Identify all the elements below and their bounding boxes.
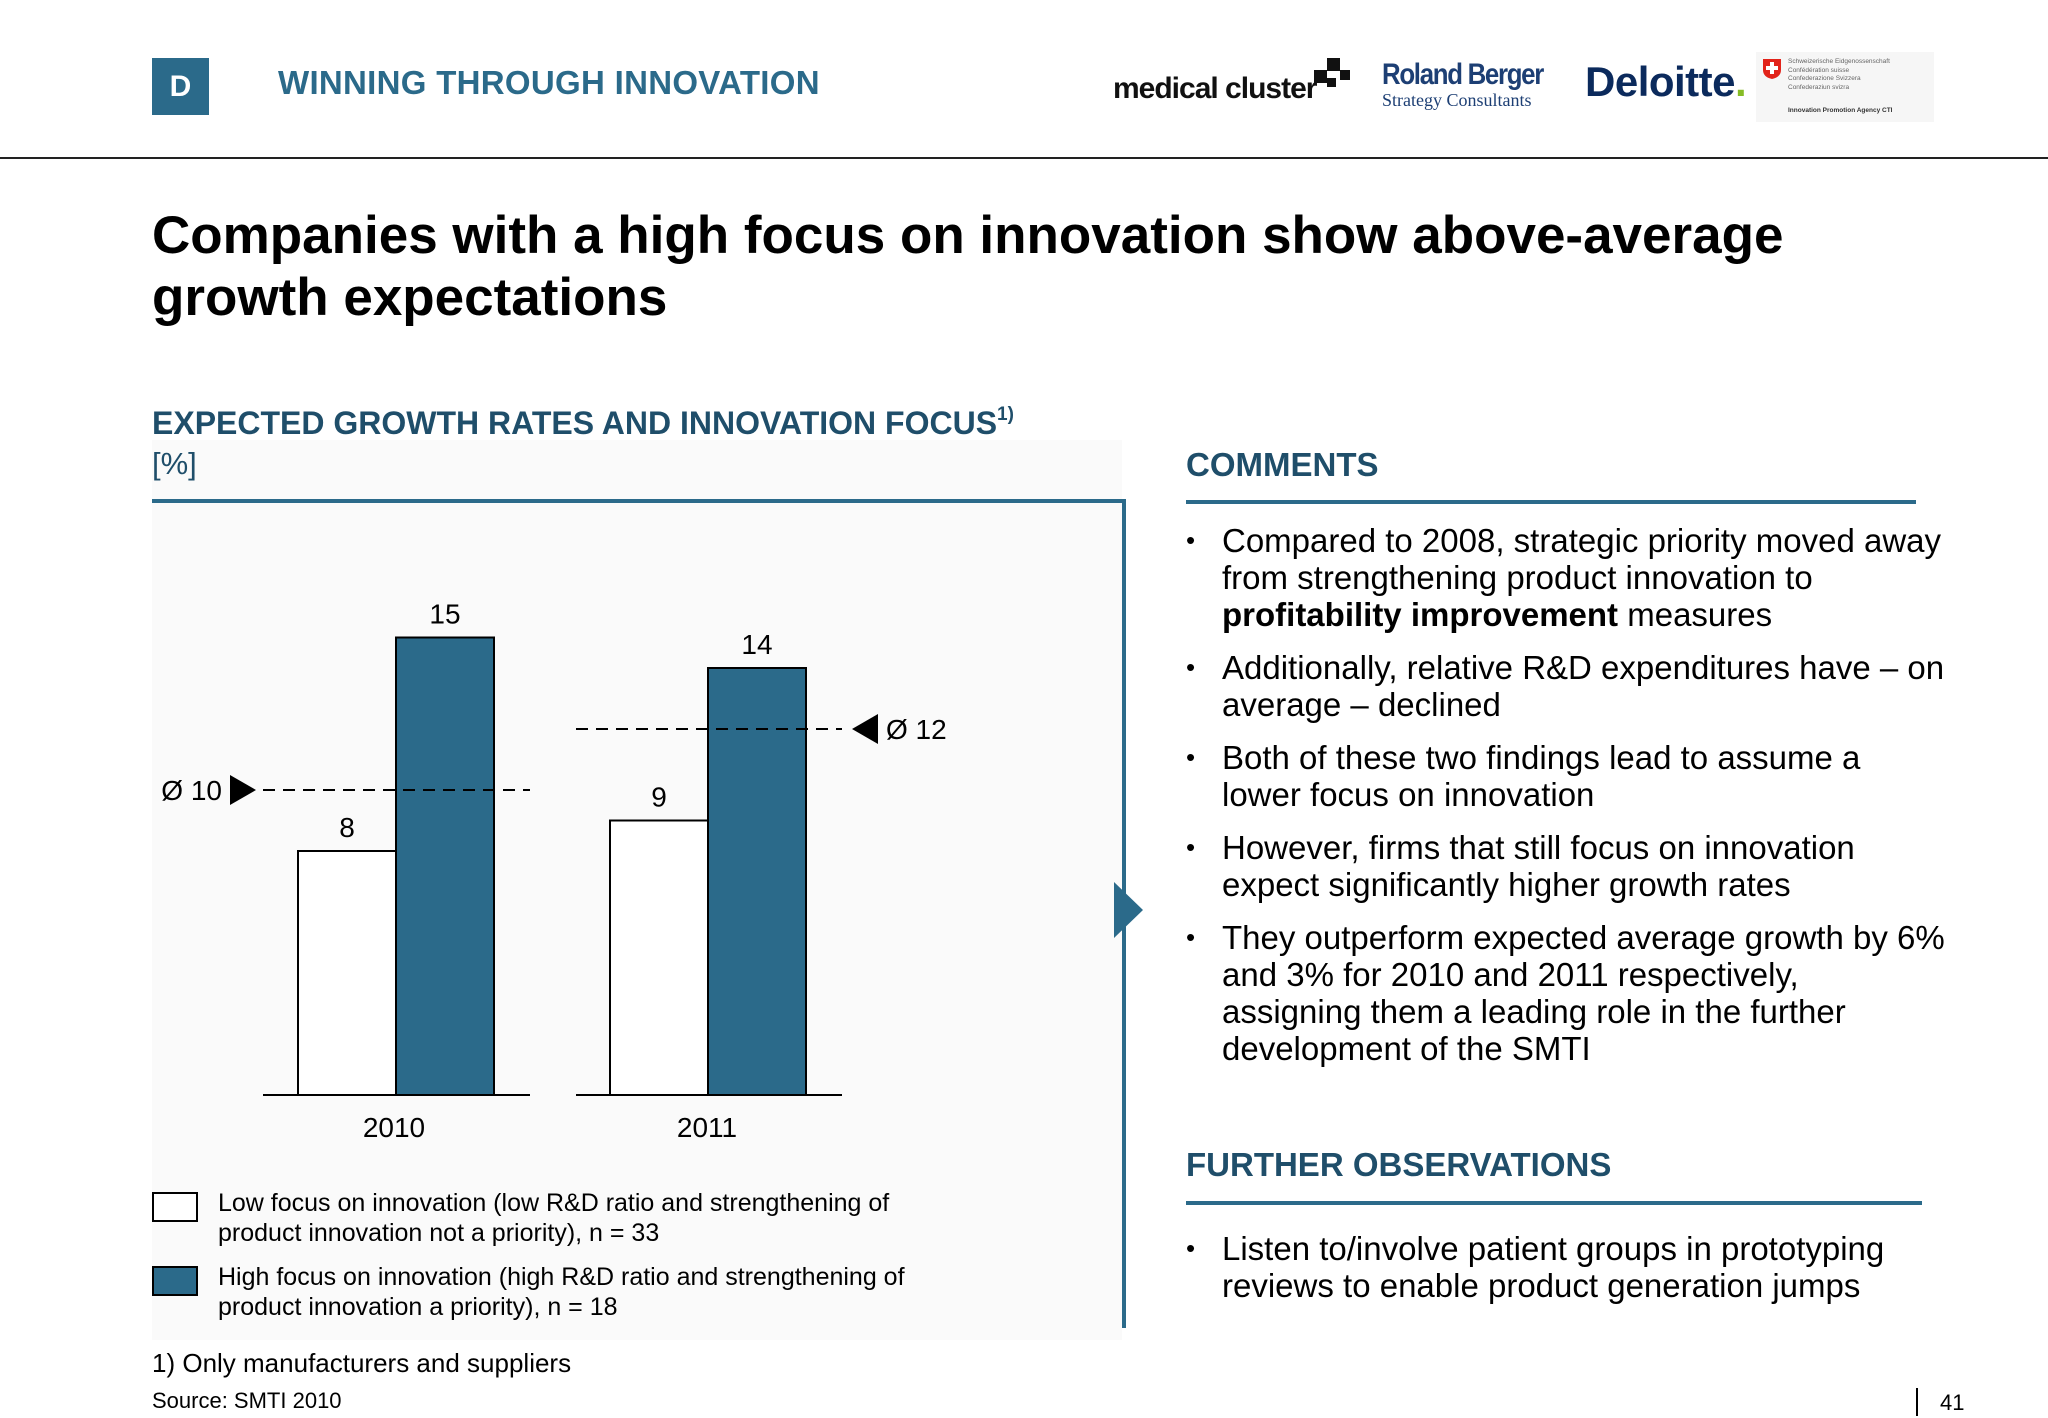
bar-low-focus [609, 819, 709, 1096]
average-label: Ø 12 [886, 714, 947, 745]
bar-high-focus [395, 636, 495, 1096]
comment-item: Additionally, relative R&D expenditures … [1186, 649, 1946, 723]
swiss-line: Schweizerische Eidgenossenschaft [1788, 58, 1890, 65]
page-title: Companies with a high focus on innovatio… [152, 206, 1784, 327]
section-badge: D [152, 58, 209, 115]
roland-berger-sub: Strategy Consultants [1382, 90, 1532, 110]
observations-rule [1186, 1201, 1922, 1205]
page-number: 41 [1940, 1390, 1965, 1415]
observation-item: Listen to/involve patient groups in prot… [1186, 1230, 1946, 1304]
deloitte-name: Deloitte [1585, 58, 1736, 105]
arrow-right-icon [1114, 882, 1143, 938]
chart-unit: [%] [152, 446, 197, 481]
legend-item-high: High focus on innovation (high R&D ratio… [152, 1262, 978, 1322]
legend-label-high: High focus on innovation (high R&D ratio… [218, 1263, 905, 1321]
observations-list: Listen to/involve patient groups in prot… [1186, 1230, 1946, 1320]
legend-swatch-low [152, 1192, 198, 1222]
legend-item-low: Low focus on innovation (low R&D ratio a… [152, 1188, 978, 1248]
comment-item: Both of these two findings lead to assum… [1186, 739, 1946, 813]
roland-berger-logo: Roland Berger Strategy Consultants [1382, 58, 1557, 113]
comments-rule [1186, 500, 1916, 504]
bar-value-label: 15 [429, 599, 460, 630]
swiss-logo-lines: Schweizerische Eidgenossenschaft Confédé… [1788, 58, 1890, 92]
footnote: 1) Only manufacturers and suppliers [152, 1348, 572, 1378]
section-title: WINNING THROUGH INNOVATION [278, 64, 820, 101]
observations-heading: FURTHER OBSERVATIONS [1186, 1146, 1612, 1183]
swiss-agency: Innovation Promotion Agency CTI [1788, 107, 1893, 114]
legend-swatch-high [152, 1266, 198, 1296]
swiss-cti-logo: Schweizerische Eidgenossenschaft Confédé… [1756, 52, 1934, 122]
bar-chart: 8 15 2010 Ø 10 9 14 2011 Ø 12 [152, 499, 1126, 1328]
average-marker-icon [852, 714, 878, 744]
deloitte-dot: . [1735, 58, 1747, 105]
header-divider [0, 157, 2048, 159]
comment-item: However, firms that still focus on innov… [1186, 829, 1946, 903]
average-marker-icon [230, 775, 256, 805]
chart-title-text: EXPECTED GROWTH RATES AND INNOVATION FOC… [152, 405, 998, 441]
x-tick-label: 2010 [363, 1112, 425, 1143]
medical-cluster-mark-icon [1314, 58, 1350, 87]
page-number-separator [1916, 1388, 1918, 1416]
comment-1-post: measures [1618, 596, 1773, 633]
bar-value-label: 9 [651, 782, 667, 813]
chart-title: EXPECTED GROWTH RATES AND INNOVATION FOC… [152, 404, 1014, 442]
bar-low-focus [297, 850, 397, 1096]
comment-1-bold: profitability improvement [1222, 596, 1619, 633]
comment-item: They outperform expected average growth … [1186, 919, 1946, 1067]
medical-cluster-logo: medical cluster [1113, 72, 1317, 105]
comments-heading: COMMENTS [1186, 446, 1379, 483]
bar-value-label: 8 [339, 812, 355, 843]
comments-list: Compared to 2008, strategic priority mov… [1186, 522, 1946, 1083]
deloitte-logo: Deloitte. [1585, 58, 1747, 106]
swiss-shield-icon [1763, 59, 1781, 79]
comment-item: Compared to 2008, strategic priority mov… [1186, 522, 1946, 633]
source-note: Source: SMTI 2010 [152, 1388, 342, 1413]
average-label: Ø 10 [161, 775, 222, 806]
swiss-line: Confédération suisse [1788, 66, 1850, 74]
swiss-line: Confederaziun svizra [1788, 83, 1850, 91]
swiss-line: Confederazione Svizzera [1788, 75, 1861, 82]
bar-high-focus [707, 667, 807, 1096]
x-tick-label: 2011 [677, 1112, 737, 1143]
roland-berger-name: Roland Berger [1382, 58, 1544, 91]
comment-1-pre: Compared to 2008, strategic priority mov… [1222, 522, 1942, 596]
bar-value-label: 14 [741, 629, 772, 660]
chart-title-footnote-ref: 1) [997, 404, 1014, 425]
legend-label-low: Low focus on innovation (low R&D ratio a… [218, 1189, 890, 1247]
